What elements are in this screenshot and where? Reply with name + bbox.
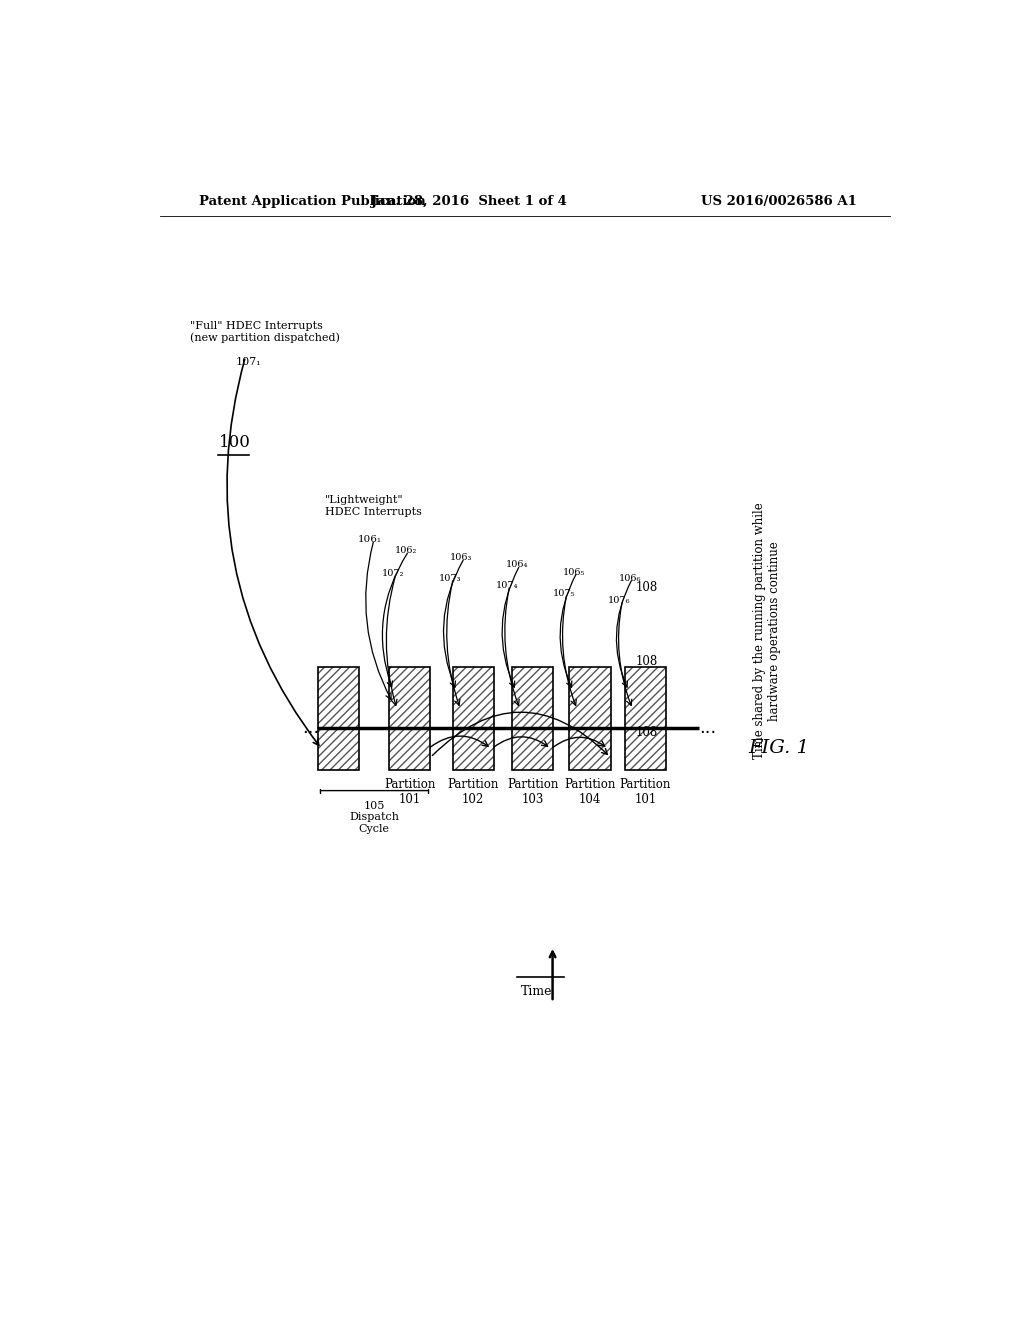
Text: 107₁: 107₁ [236,356,261,367]
Text: Partition
101: Partition 101 [384,779,435,807]
Text: 107₂: 107₂ [382,569,404,578]
Bar [453,727,494,771]
Bar [625,727,666,771]
Bar [317,667,359,727]
Text: 108: 108 [636,726,658,739]
Bar [625,727,666,771]
Bar [389,727,430,771]
Bar [317,727,359,771]
Text: 106₆: 106₆ [618,574,641,582]
Text: 106₃: 106₃ [451,553,473,562]
Bar [625,667,666,727]
Text: US 2016/0026586 A1: US 2016/0026586 A1 [700,194,857,207]
Bar [512,667,553,727]
Bar [625,667,666,727]
Bar [569,667,610,727]
Text: Patent Application Publication: Patent Application Publication [200,194,426,207]
Text: 107₄: 107₄ [496,581,518,590]
Bar [453,667,494,727]
Text: Time shared by the running partition while
hardware operations continue: Time shared by the running partition whi… [753,503,781,759]
Bar [453,727,494,771]
Text: Time: Time [521,985,552,998]
Text: Partition
101: Partition 101 [620,779,671,807]
Bar [512,727,553,771]
Text: 107₆: 107₆ [608,597,631,605]
Text: 106₄: 106₄ [506,561,528,569]
Text: Partition
104: Partition 104 [564,779,615,807]
Bar [389,727,430,771]
Bar [453,667,494,727]
Bar [569,727,610,771]
Text: "Full" HDEC Interrupts
(new partition dispatched): "Full" HDEC Interrupts (new partition di… [189,321,340,343]
Text: 100: 100 [219,434,251,451]
Bar [389,667,430,727]
Text: 106₂: 106₂ [394,546,417,556]
Text: 105
Dispatch
Cycle: 105 Dispatch Cycle [349,801,399,834]
Text: 108: 108 [636,581,658,594]
Bar [569,727,610,771]
Bar [389,667,430,727]
Text: ...: ... [698,718,716,737]
Bar [512,727,553,771]
Text: 108: 108 [636,655,658,668]
Text: Partition
103: Partition 103 [507,779,558,807]
Bar [569,667,610,727]
Text: 107₃: 107₃ [439,574,462,582]
Text: "Lightweight"
HDEC Interrupts: "Lightweight" HDEC Interrupts [325,495,422,517]
Bar [512,667,553,727]
Text: 106₁: 106₁ [357,535,381,544]
Text: ...: ... [302,718,319,737]
Bar [317,727,359,771]
Text: Partition
102: Partition 102 [447,779,499,807]
Text: FIG. 1: FIG. 1 [749,739,809,756]
Text: Jan. 28, 2016  Sheet 1 of 4: Jan. 28, 2016 Sheet 1 of 4 [372,194,567,207]
Text: 107₅: 107₅ [553,589,575,598]
Text: 106₅: 106₅ [563,568,586,577]
Bar [317,667,359,727]
